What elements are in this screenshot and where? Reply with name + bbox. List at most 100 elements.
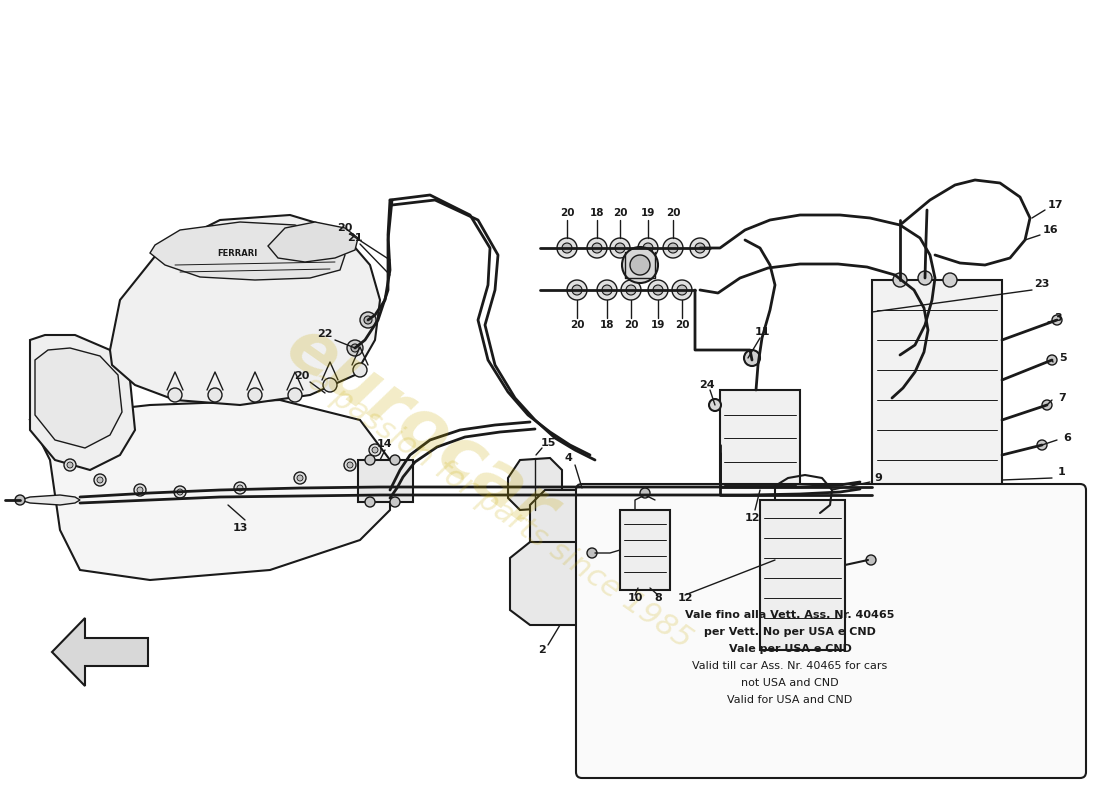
Circle shape (234, 482, 246, 494)
Circle shape (390, 455, 400, 465)
Text: 24: 24 (700, 380, 715, 390)
Polygon shape (268, 222, 358, 262)
Circle shape (346, 340, 363, 356)
Circle shape (602, 285, 612, 295)
Text: eurocar: eurocar (272, 312, 568, 548)
Text: 7: 7 (1058, 393, 1066, 403)
Circle shape (620, 535, 660, 575)
Text: 17: 17 (1047, 200, 1063, 210)
Circle shape (621, 280, 641, 300)
Text: 22: 22 (317, 329, 332, 339)
Circle shape (297, 475, 302, 481)
Circle shape (177, 489, 183, 495)
Polygon shape (110, 215, 379, 405)
FancyBboxPatch shape (576, 484, 1086, 778)
Text: 3: 3 (1054, 313, 1062, 323)
Circle shape (648, 280, 668, 300)
Circle shape (323, 378, 337, 392)
Polygon shape (20, 495, 80, 505)
Text: Vale fino alla Vett. Ass. Nr. 40465: Vale fino alla Vett. Ass. Nr. 40465 (685, 610, 894, 620)
Text: 11: 11 (755, 327, 770, 337)
Circle shape (372, 447, 378, 453)
Text: 20: 20 (295, 371, 310, 381)
Circle shape (592, 243, 602, 253)
Circle shape (943, 273, 957, 287)
Circle shape (390, 497, 400, 507)
Circle shape (174, 486, 186, 498)
Circle shape (893, 273, 907, 287)
Text: 1: 1 (1058, 467, 1066, 477)
Bar (620, 510, 670, 590)
Circle shape (64, 459, 76, 471)
Text: 15: 15 (540, 438, 556, 448)
Circle shape (208, 388, 222, 402)
Text: 10: 10 (627, 593, 642, 603)
Circle shape (610, 238, 630, 258)
Circle shape (690, 238, 710, 258)
Text: 20: 20 (613, 208, 627, 218)
Circle shape (138, 487, 143, 493)
Text: 18: 18 (600, 320, 614, 330)
Text: not USA and CND: not USA and CND (741, 678, 839, 688)
Circle shape (97, 477, 103, 483)
Circle shape (572, 285, 582, 295)
Text: FERRARI: FERRARI (217, 249, 257, 258)
Circle shape (744, 350, 760, 366)
Circle shape (562, 243, 572, 253)
Text: 4: 4 (564, 453, 572, 463)
Text: 14: 14 (377, 439, 393, 449)
Circle shape (615, 243, 625, 253)
Text: 20: 20 (666, 208, 680, 218)
Text: 5: 5 (1059, 353, 1067, 363)
Circle shape (672, 280, 692, 300)
Circle shape (695, 243, 705, 253)
Circle shape (557, 238, 578, 258)
Text: Vale per USA e CND: Vale per USA e CND (728, 644, 851, 654)
Text: 19: 19 (641, 208, 656, 218)
Circle shape (364, 316, 372, 324)
Circle shape (1037, 440, 1047, 450)
Text: 12: 12 (745, 513, 760, 523)
Text: 9: 9 (874, 473, 882, 483)
Circle shape (644, 243, 653, 253)
Text: 18: 18 (590, 208, 604, 218)
Polygon shape (150, 222, 345, 280)
Text: 2: 2 (538, 645, 546, 655)
Circle shape (630, 545, 650, 565)
Polygon shape (30, 400, 390, 580)
Bar (720, 390, 800, 490)
Circle shape (1052, 315, 1062, 325)
Text: 21: 21 (348, 233, 363, 243)
Circle shape (236, 485, 243, 491)
Circle shape (597, 280, 617, 300)
Polygon shape (30, 335, 135, 470)
Polygon shape (508, 458, 562, 510)
Text: 19: 19 (651, 320, 666, 330)
Circle shape (663, 238, 683, 258)
Circle shape (653, 285, 663, 295)
Circle shape (621, 247, 658, 283)
Circle shape (1042, 400, 1052, 410)
Circle shape (866, 555, 876, 565)
Text: 6: 6 (1063, 433, 1071, 443)
Circle shape (638, 238, 658, 258)
Circle shape (587, 548, 597, 558)
Text: per Vett. No per USA e CND: per Vett. No per USA e CND (704, 627, 876, 637)
Polygon shape (510, 542, 670, 625)
Circle shape (918, 271, 932, 285)
Circle shape (351, 344, 359, 352)
Circle shape (360, 312, 376, 328)
Text: a passion for parts since 1985: a passion for parts since 1985 (302, 366, 697, 654)
Text: 13: 13 (232, 523, 248, 533)
Polygon shape (52, 618, 148, 686)
Text: 20: 20 (338, 223, 353, 233)
Polygon shape (530, 490, 635, 558)
Text: 20: 20 (570, 320, 584, 330)
Circle shape (353, 363, 367, 377)
Circle shape (626, 285, 636, 295)
Circle shape (365, 497, 375, 507)
Text: 20: 20 (560, 208, 574, 218)
Circle shape (1047, 355, 1057, 365)
Text: Valid till car Ass. Nr. 40465 for cars: Valid till car Ass. Nr. 40465 for cars (692, 661, 888, 671)
Circle shape (168, 388, 182, 402)
